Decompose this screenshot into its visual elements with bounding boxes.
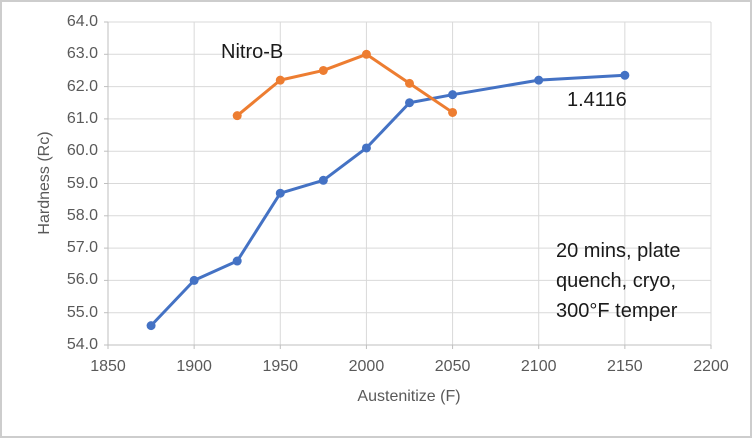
data-point-nitro-b — [361, 49, 371, 59]
x-axis-title: Austenitize (F) — [357, 388, 461, 405]
y-tick-label: 60.0 — [66, 142, 98, 160]
y-tick-label: 61.0 — [66, 109, 98, 127]
x-tick-label: 1900 — [176, 358, 212, 375]
y-tick-label: 62.0 — [66, 77, 98, 95]
data-point-1-4116 — [448, 90, 458, 100]
series-line-nitro-b — [235, 52, 455, 118]
data-point-nitro-b — [275, 75, 285, 85]
data-point-nitro-b — [405, 78, 414, 88]
y-tick-label: 57.0 — [66, 239, 98, 257]
y-tick-label: 64.0 — [66, 13, 98, 30]
data-point-1-4116 — [620, 70, 630, 80]
y-axis-title: Hardness (Rc) — [36, 131, 53, 235]
x-tick-label: 2200 — [693, 358, 729, 375]
data-point-1-4116 — [405, 98, 414, 108]
y-tick-label: 55.0 — [66, 303, 98, 321]
x-tick-label: 1850 — [90, 358, 126, 375]
data-point-1-4116 — [318, 175, 328, 185]
series-label-1-4116: 1.4116 — [567, 89, 627, 111]
x-tick-label: 1950 — [262, 358, 299, 375]
data-point-1-4116 — [146, 321, 156, 331]
series-line-1-4116 — [149, 73, 627, 328]
y-tick-label: 58.0 — [66, 206, 98, 224]
x-tick-label: 2100 — [520, 358, 557, 375]
series-label-nitro-b: Nitro-B — [221, 41, 284, 63]
annotation-line-2: quench, cryo, — [556, 270, 677, 292]
y-tick-label: 54.0 — [66, 336, 98, 353]
data-point-nitro-b — [232, 111, 242, 121]
data-point-1-4116 — [232, 256, 242, 266]
data-point-1-4116 — [189, 275, 199, 285]
data-point-1-4116 — [275, 188, 285, 198]
data-point-nitro-b — [448, 107, 458, 117]
x-tick-label: 2150 — [607, 358, 643, 375]
y-tick-label: 59.0 — [66, 174, 98, 192]
y-tick-label: 63.0 — [66, 45, 98, 63]
x-tick-label: 2000 — [348, 358, 385, 375]
data-point-nitro-b — [318, 65, 328, 75]
annotation-line-3: 300°F temper — [556, 300, 678, 322]
data-point-1-4116 — [361, 143, 371, 153]
annotation-note: 20 mins, plate quench, cryo, 300°F tempe… — [556, 236, 681, 326]
y-tick-label: 56.0 — [66, 271, 98, 289]
x-tick-label: 2050 — [434, 358, 471, 375]
data-point-1-4116 — [534, 75, 544, 85]
annotation-line-1: 20 mins, plate — [556, 240, 681, 262]
